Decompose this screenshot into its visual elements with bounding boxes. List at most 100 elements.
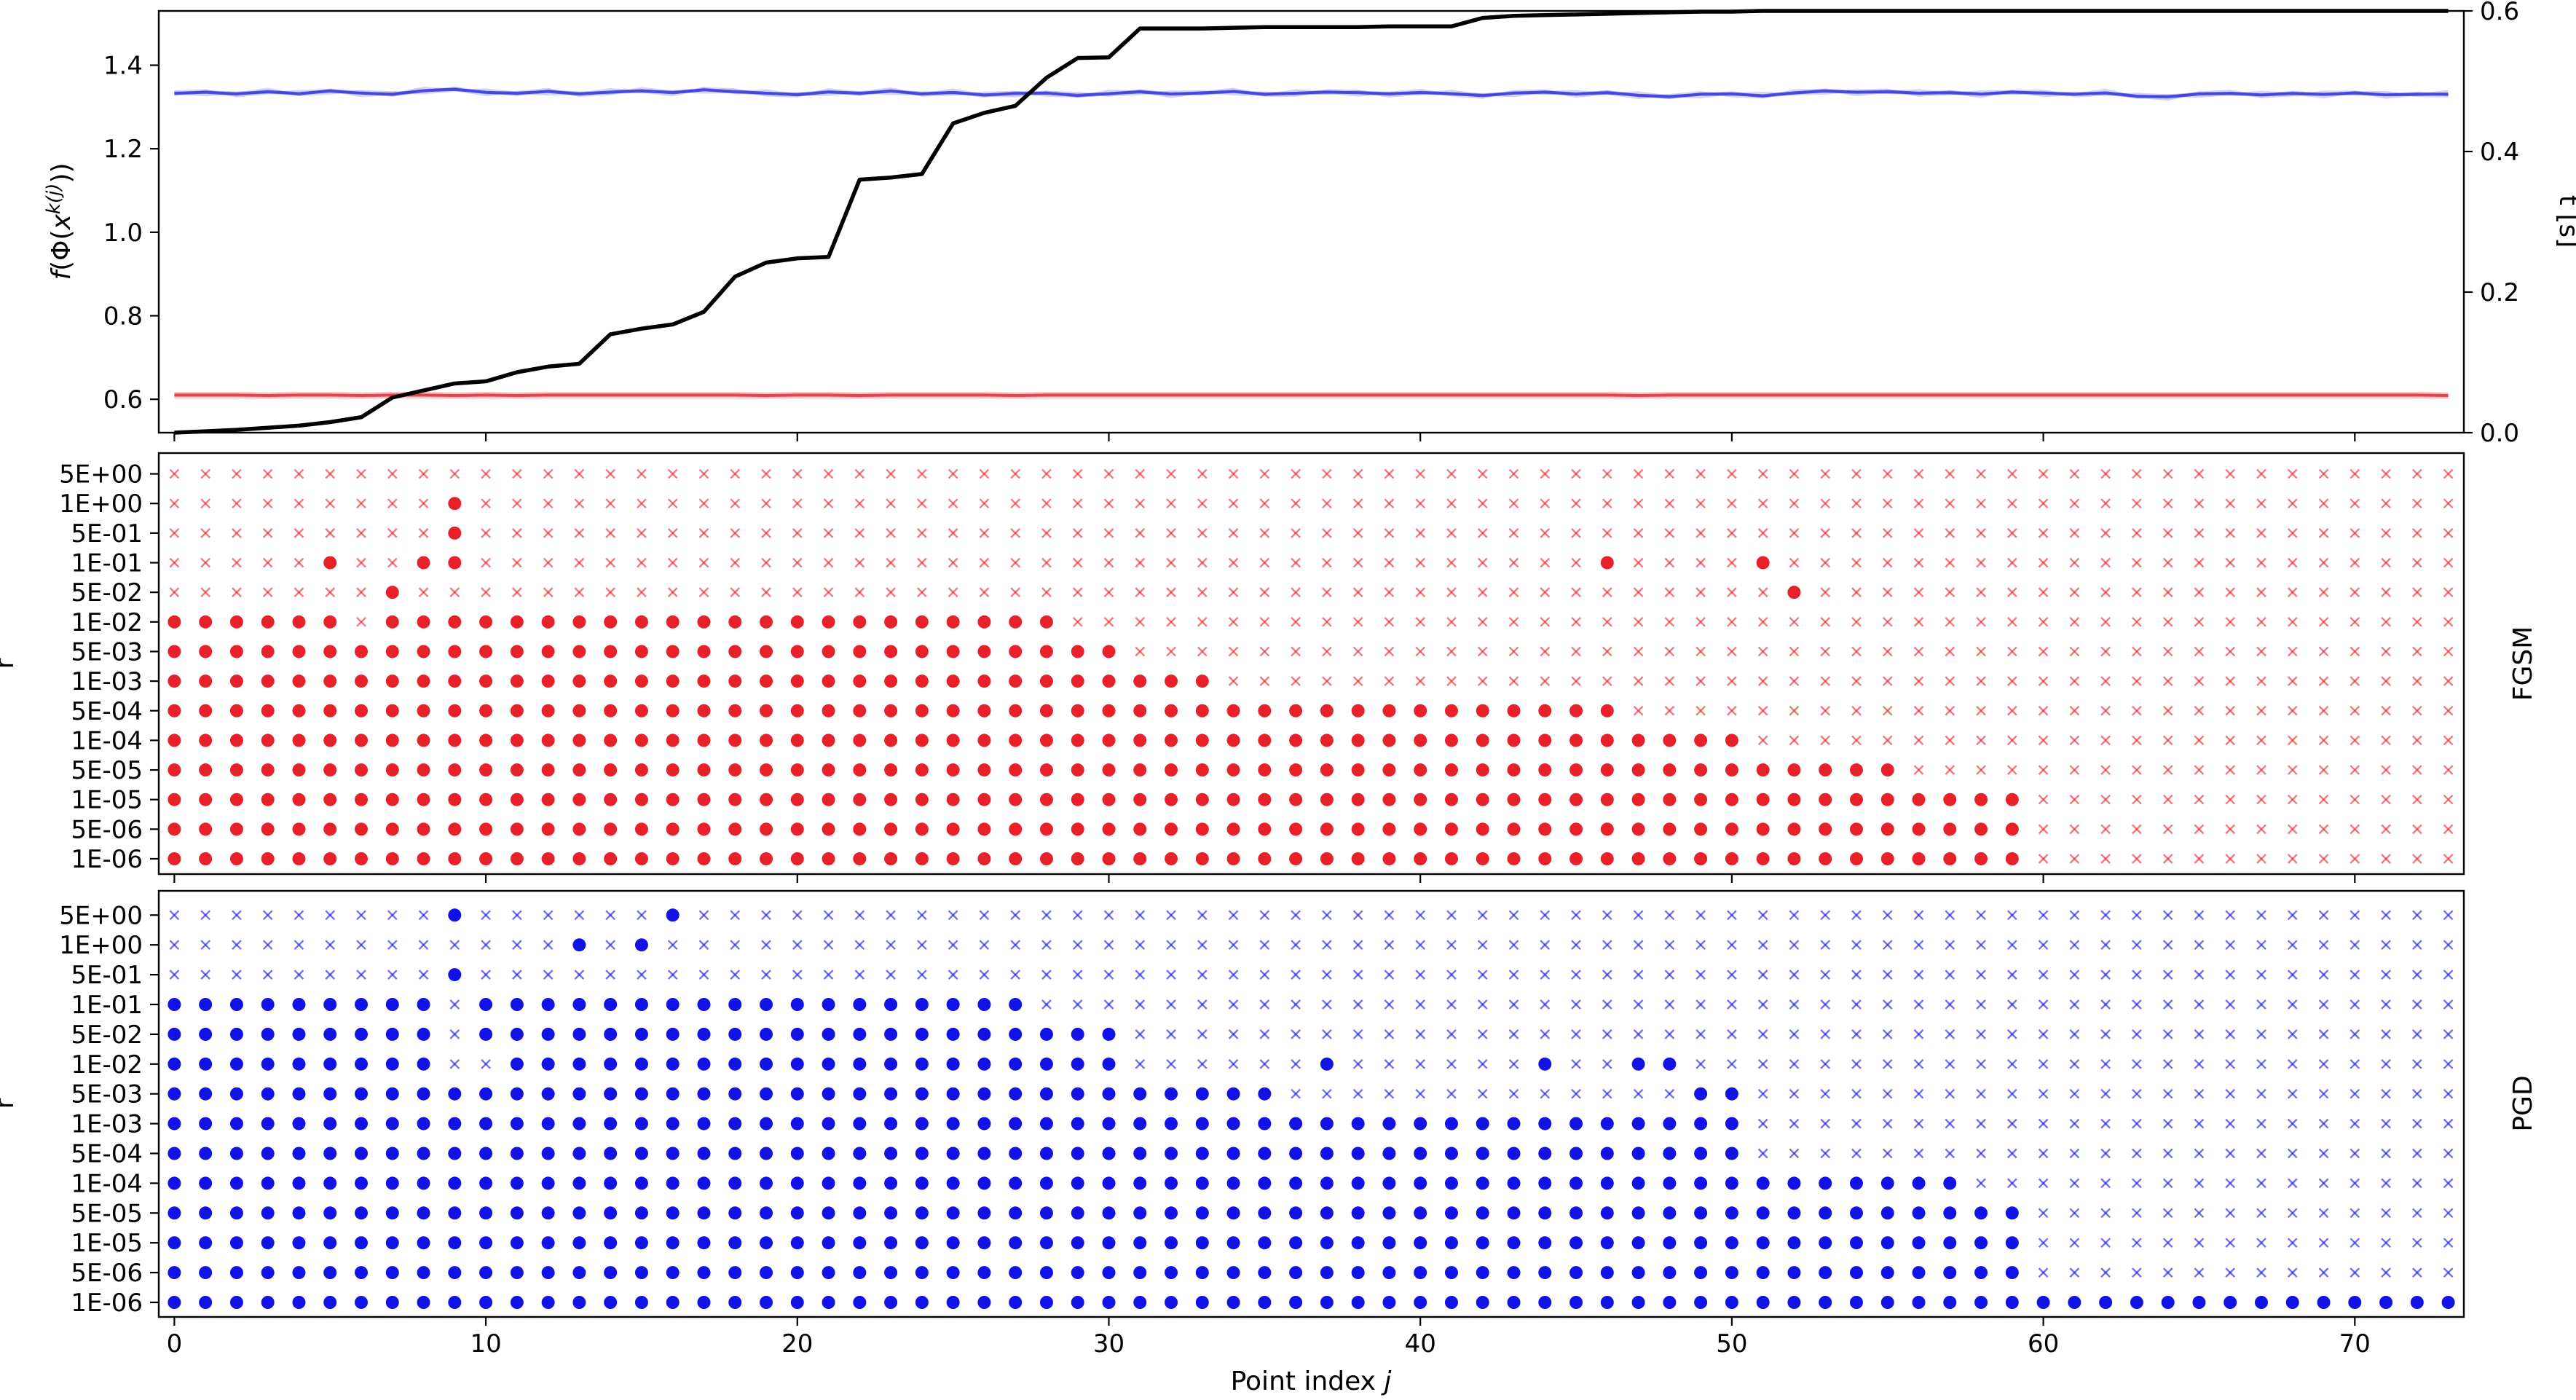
fgsm-failure-stroke — [667, 557, 678, 568]
fgsm-failure-stroke — [1882, 735, 1893, 746]
fgsm-success-point — [1507, 734, 1521, 747]
fgsm-failure-point — [1477, 528, 1488, 538]
pgd-success-point — [1476, 1206, 1489, 1220]
pgd-failure-stroke — [2381, 910, 2391, 921]
fgsm-success-point — [790, 793, 804, 806]
fgsm-failure-stroke — [1727, 528, 1737, 538]
fgsm-success-point — [541, 615, 555, 629]
pgd-success-point — [853, 1027, 867, 1041]
fgsm-failure-stroke — [854, 528, 865, 538]
pgd-failure-stroke — [574, 970, 585, 980]
fgsm-failure-point — [512, 528, 522, 538]
fgsm-success-point — [1071, 852, 1084, 865]
fgsm-failure-stroke — [917, 587, 927, 597]
fgsm-failure-point — [761, 498, 771, 509]
fgsm-failure-stroke — [2381, 765, 2391, 775]
fgsm-failure-stroke — [574, 587, 585, 597]
pgd-success-point — [168, 1296, 181, 1309]
fgsm-failure-stroke — [1291, 587, 1301, 597]
pgd-failure-stroke — [1477, 999, 1488, 1010]
pgd-failure-stroke — [637, 910, 647, 921]
pgd-failure-stroke — [2069, 910, 2080, 921]
fgsm-failure-stroke — [823, 468, 834, 479]
pgd-success-point — [977, 1206, 991, 1220]
pgd-failure-point — [1259, 910, 1270, 921]
fgsm-failure-stroke — [1945, 765, 1955, 775]
pgd-success-point — [448, 1206, 462, 1220]
pgd-failure-stroke — [2225, 970, 2236, 980]
fgsm-failure-point — [574, 528, 585, 538]
fgsm-success-point — [1102, 822, 1116, 836]
fgsm-failure-stroke — [1103, 587, 1114, 597]
fgsm-failure-point — [1259, 557, 1270, 568]
fgsm-success-point — [261, 793, 275, 806]
fgsm-failure-point — [1851, 705, 1862, 716]
pgd-failure-point — [449, 999, 460, 1010]
fgsm-failure-point — [2443, 616, 2454, 627]
pgd-failure-stroke — [2194, 1267, 2205, 1278]
pgd-failure-stroke — [1882, 1029, 1893, 1039]
fgsm-failure-point — [1757, 646, 1768, 657]
fgsm-failure-point — [1228, 616, 1239, 627]
pgd-success-point — [697, 998, 711, 1011]
fgsm-success-point — [915, 763, 929, 777]
fgsm-success-point — [417, 645, 430, 658]
pgd-success-point — [1009, 1057, 1023, 1071]
fgsm-success-point — [1569, 704, 1583, 717]
pgd-success-point — [1507, 1296, 1521, 1309]
fgsm-failure-point — [262, 468, 273, 479]
pgd-failure-point — [356, 970, 366, 980]
pgd-failure-point — [2100, 1238, 2111, 1248]
pgd-failure-stroke — [169, 940, 180, 951]
pgd-failure-stroke — [574, 910, 585, 921]
fgsm-failure-point — [1757, 705, 1768, 716]
pgd-success-point — [853, 1236, 867, 1250]
fgsm-failure-stroke — [2318, 854, 2329, 864]
pgd-success-point — [884, 998, 898, 1011]
fgsm-failure-stroke — [2381, 854, 2391, 864]
fgsm-failure-stroke — [2100, 854, 2111, 864]
pgd-failure-stroke — [1477, 1088, 1488, 1099]
fgsm-failure-point — [2194, 587, 2205, 597]
fgsm-success-point — [634, 763, 648, 777]
pgd-failure-point — [1446, 1058, 1457, 1069]
pgd-failure-stroke — [2411, 1208, 2422, 1219]
fgsm-success-point — [760, 822, 773, 836]
fgsm-success-point — [479, 734, 493, 747]
pgd-failure-point — [2411, 1029, 2422, 1039]
fgsm-failure-point — [2349, 765, 2360, 775]
fgsm-failure-stroke — [979, 587, 990, 597]
pgd-failure-point — [2100, 1148, 2111, 1159]
pgd-failure-point — [1415, 1058, 1426, 1069]
pgd-failure-point — [1882, 1148, 1893, 1159]
pgd-success-point — [977, 1176, 991, 1190]
fgsm-failure-stroke — [574, 468, 585, 479]
fgsm-failure-point — [2038, 498, 2049, 509]
fgsm-success-point — [229, 793, 243, 806]
fgsm-failure-stroke — [2318, 794, 2329, 805]
fgsm-success-point — [1756, 793, 1770, 806]
fgsm-failure-point — [2162, 528, 2173, 538]
fgsm-success-point — [199, 822, 213, 836]
fgsm-failure-stroke — [1976, 468, 1986, 479]
fgsm-failure-point — [325, 468, 336, 479]
pgd-failure-stroke — [792, 970, 803, 980]
pgd-failure-point — [2381, 1148, 2391, 1159]
fgsm-failure-point — [2132, 824, 2142, 835]
pgd-success-point — [1631, 1296, 1645, 1309]
pgd-failure-point — [1727, 999, 1737, 1010]
pgd-failure-stroke — [2287, 940, 2298, 951]
fgsm-failure-stroke — [1757, 735, 1768, 746]
fgsm-failure-point — [1415, 498, 1426, 509]
pgd-success-point — [915, 1296, 929, 1309]
fgsm-failure-point — [200, 587, 211, 597]
fgsm-failure-stroke — [2443, 794, 2454, 805]
fgsm-failure-point — [2349, 468, 2360, 479]
fgsm-failure-stroke — [1851, 498, 1862, 509]
pgd-failure-point — [1477, 970, 1488, 980]
fgsm-success-point — [355, 852, 369, 865]
fgsm-failure-stroke — [1757, 646, 1768, 657]
fgsm-success-point — [946, 822, 960, 836]
fgsm-success-point — [168, 793, 181, 806]
fgsm-failure-point — [854, 498, 865, 509]
